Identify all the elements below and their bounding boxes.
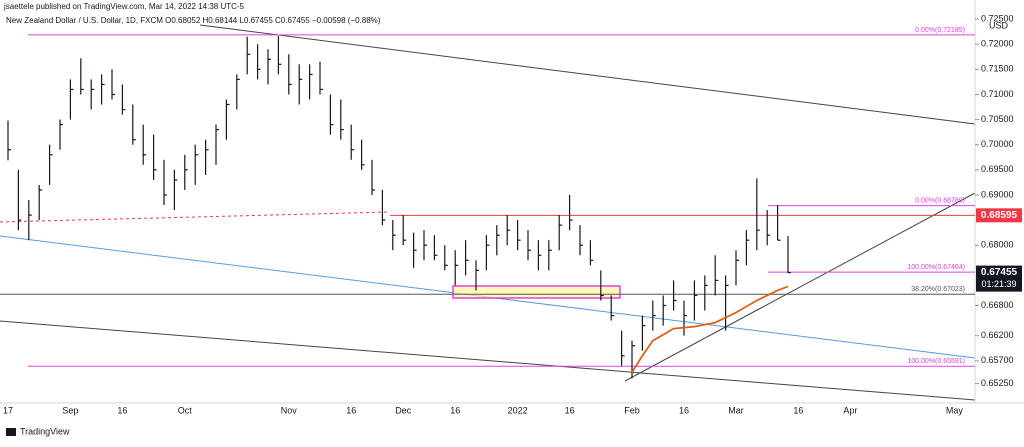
y-tick-label: 0.70500 xyxy=(981,114,1014,124)
symbol-title: New Zealand Dollar / U.S. Dollar, 1D, FX… xyxy=(6,16,381,25)
x-tick-label: Oct xyxy=(178,405,193,415)
y-tick-label: 0.71000 xyxy=(981,89,1014,99)
level-label: 0.00%(0.72185) xyxy=(915,27,965,34)
y-tick-label: 0.65250 xyxy=(981,378,1014,388)
x-tick-label: 16 xyxy=(117,405,127,415)
moving-average xyxy=(631,285,789,373)
footer-text: TradingView xyxy=(20,426,70,436)
x-tick-label: Sep xyxy=(62,405,78,415)
x-tick-label: 16 xyxy=(346,405,356,415)
x-tick-label: 2022 xyxy=(508,405,528,415)
zone xyxy=(452,285,621,299)
trendline xyxy=(0,211,391,223)
x-tick-label: 16 xyxy=(450,405,460,415)
x-tick-label: Mar xyxy=(728,405,744,415)
y-tick-label: 0.66200 xyxy=(981,330,1014,340)
logo xyxy=(6,428,16,436)
trendline xyxy=(199,24,976,125)
x-tick-label: 16 xyxy=(565,405,575,415)
y-tick-label: 0.72000 xyxy=(981,39,1014,49)
x-tick-label: 16 xyxy=(793,405,803,415)
publisher: jsaettele published on TradingView.com, … xyxy=(3,2,245,11)
price-tag xyxy=(976,208,1022,223)
y-tick-label: 0.66800 xyxy=(981,300,1014,310)
x-tick-label: 16 xyxy=(679,405,689,415)
x-tick-label: Apr xyxy=(843,405,857,415)
price-tag-label: 0.68595 xyxy=(981,210,1018,221)
y-tick-label: 0.65700 xyxy=(981,355,1014,365)
countdown: 01:21:39 xyxy=(981,279,1016,289)
level-label: 100.00%(0.67464) xyxy=(907,264,965,271)
level-label: 0.00%(0.68789) xyxy=(915,197,965,204)
x-tick-label: 17 xyxy=(3,405,13,415)
y-tick-label: 0.72500 xyxy=(981,13,1014,23)
currency: USD xyxy=(989,20,1009,30)
level-label: 100.00%(0.65591) xyxy=(907,358,965,365)
y-tick-label: 0.68000 xyxy=(981,240,1014,250)
x-tick-label: Nov xyxy=(281,405,298,415)
last-price-tag xyxy=(976,265,1022,292)
y-tick-label: 0.69500 xyxy=(981,164,1014,174)
x-tick-label: Dec xyxy=(395,405,412,415)
y-tick-label: 0.70000 xyxy=(981,139,1014,149)
level-label: 38.20%(0.67023) xyxy=(911,286,965,293)
footer: TradingView xyxy=(6,426,70,436)
y-tick-label: 0.71500 xyxy=(981,64,1014,74)
y-tick-label: 0.69000 xyxy=(981,189,1014,199)
trendline xyxy=(624,192,976,382)
x-tick-label: May xyxy=(946,405,964,415)
trendline xyxy=(0,320,976,401)
last-price-label: 0.67455 xyxy=(981,267,1018,278)
x-tick-label: Feb xyxy=(624,405,640,415)
